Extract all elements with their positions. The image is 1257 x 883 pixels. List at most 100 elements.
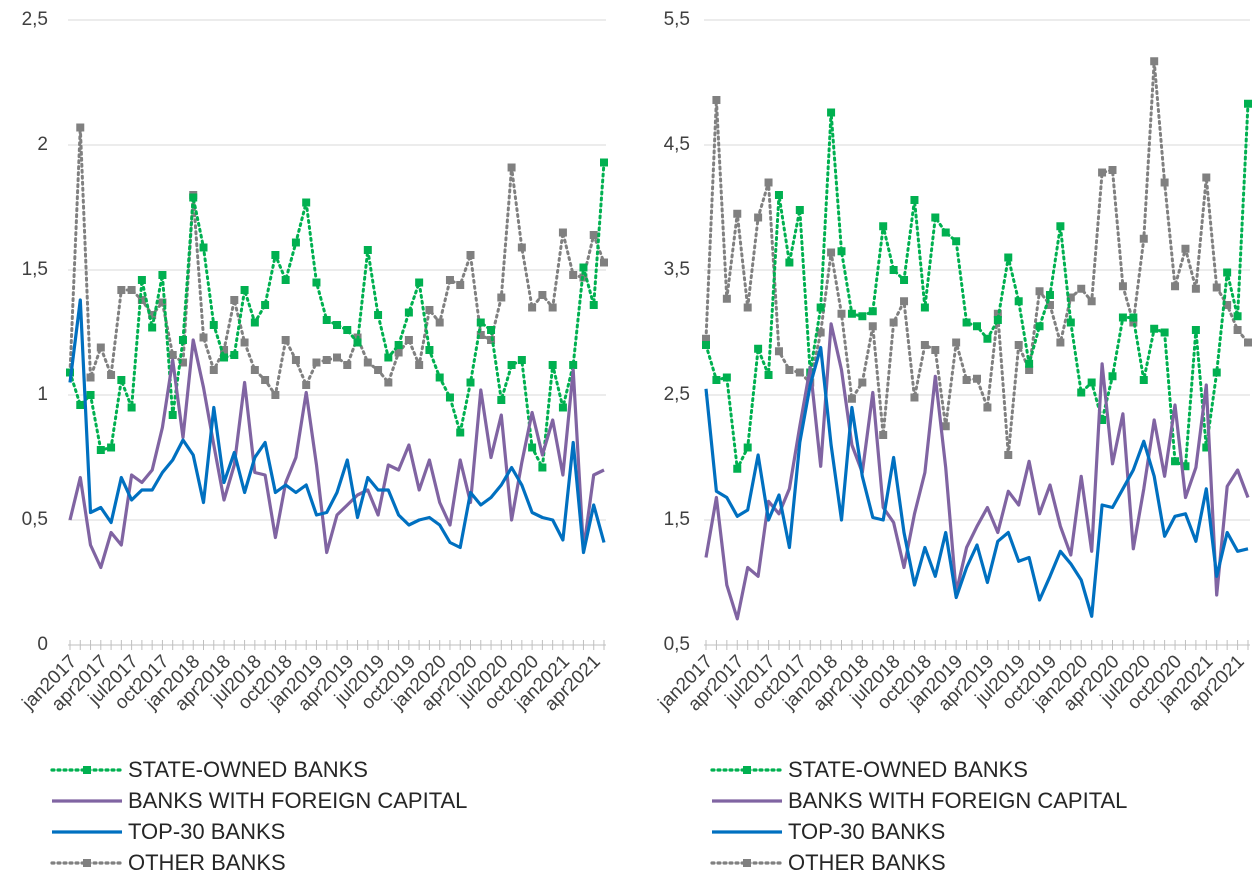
series-marker [374, 366, 383, 374]
series-marker [579, 263, 588, 272]
series-marker [220, 353, 229, 362]
series-marker [1066, 293, 1075, 302]
series-marker [993, 316, 1002, 324]
series-marker [1035, 287, 1044, 296]
series-marker [722, 373, 731, 382]
series-marker [816, 328, 825, 337]
series-marker [209, 366, 218, 374]
legend-label: OTHER BANKS [128, 850, 286, 875]
series-marker [312, 278, 321, 287]
series-marker [199, 333, 208, 342]
series-marker [1191, 284, 1200, 293]
series-marker [931, 213, 940, 222]
series-marker [795, 206, 804, 214]
legend-marker [83, 766, 91, 774]
series-marker [220, 346, 229, 354]
series-marker [456, 281, 465, 289]
series-marker [322, 316, 331, 324]
series-marker [240, 286, 249, 294]
series-marker [487, 326, 496, 334]
series-marker [858, 378, 867, 387]
series-marker [1223, 301, 1232, 309]
series-marker [847, 309, 856, 318]
y-tick-label: 2,5 [22, 9, 48, 30]
series-marker [795, 368, 804, 377]
series-marker [1004, 253, 1013, 262]
series-line [68, 338, 605, 570]
series-marker [973, 374, 981, 383]
series-marker [415, 278, 424, 287]
series-marker [137, 296, 146, 304]
series-marker [158, 298, 167, 307]
series-marker [1118, 282, 1127, 291]
series-marker [1171, 457, 1180, 466]
series-marker [1098, 416, 1107, 424]
series-marker [837, 309, 846, 318]
series-marker [281, 276, 290, 284]
y-tick-label: 1 [37, 384, 48, 405]
series-marker [291, 238, 300, 247]
series-marker [1244, 99, 1252, 108]
series-marker [127, 286, 136, 294]
y-tick-label: 1,5 [664, 509, 690, 530]
series-marker [148, 323, 157, 332]
series-marker [952, 237, 961, 246]
series-marker [281, 336, 290, 344]
series-marker [879, 222, 888, 231]
series-marker [86, 391, 95, 399]
series-marker [1004, 451, 1013, 459]
series-marker [271, 251, 280, 259]
series-marker [363, 358, 372, 367]
series-marker [476, 318, 485, 327]
series-marker [445, 393, 454, 402]
series-marker [1098, 168, 1107, 177]
series-marker [1014, 341, 1023, 349]
series-marker [920, 341, 929, 349]
series-marker [900, 276, 909, 284]
series-marker [941, 228, 950, 237]
series-marker [384, 378, 393, 387]
series-marker [702, 334, 710, 343]
series-marker [189, 193, 198, 202]
series-line [68, 298, 606, 555]
series-marker [569, 271, 578, 279]
series-marker [1066, 318, 1075, 327]
series-marker [261, 301, 270, 309]
series-marker [889, 318, 898, 327]
series-marker [1035, 322, 1044, 331]
series-marker [404, 336, 413, 344]
series-marker [600, 258, 608, 267]
series-marker [291, 356, 300, 364]
series-marker [230, 351, 239, 359]
series-marker [1077, 388, 1086, 397]
series-marker [107, 443, 116, 452]
series-marker [333, 353, 341, 362]
series-marker [302, 198, 311, 207]
y-tick-label: 2,5 [664, 384, 690, 405]
series-line [704, 345, 1249, 618]
series-marker [240, 338, 249, 347]
series-marker [333, 321, 341, 329]
series-marker [435, 318, 444, 327]
series-marker [158, 271, 167, 279]
series-marker [178, 358, 187, 367]
series-marker [476, 331, 485, 339]
series-marker [1150, 57, 1159, 66]
series-marker [343, 361, 352, 369]
legend-label: STATE-OWNED BANKS [128, 757, 368, 782]
series-marker [435, 373, 444, 382]
series-marker [743, 303, 752, 312]
series-marker [712, 96, 721, 104]
series-marker [983, 403, 992, 412]
series-marker [774, 191, 783, 199]
series-marker [920, 303, 929, 312]
series-marker [404, 308, 413, 317]
series-marker [199, 243, 208, 252]
series-marker [837, 247, 846, 256]
series-marker [712, 376, 721, 384]
series-marker [528, 443, 537, 452]
series-marker [1129, 318, 1138, 327]
y-tick-label: 2 [37, 134, 48, 155]
series-marker [900, 297, 909, 306]
series-marker [117, 376, 126, 384]
